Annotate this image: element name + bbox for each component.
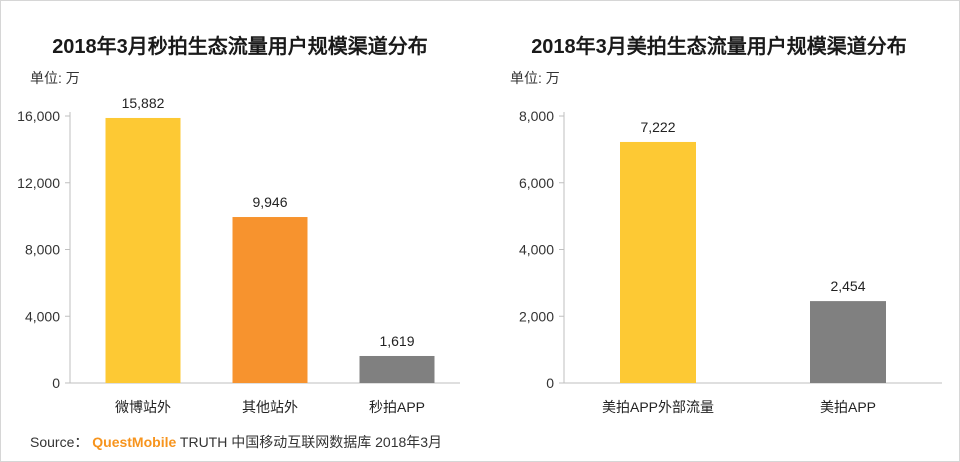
data-label: 1,619	[379, 333, 414, 349]
bar	[810, 301, 886, 383]
bar	[105, 117, 181, 384]
data-label: 15,882	[122, 95, 165, 111]
source-prefix: Source：	[30, 434, 89, 450]
unit-label: 单位: 万	[510, 70, 560, 86]
x-tick-label: 美拍APP	[820, 399, 876, 415]
source-note: Source： QuestMobile TRUTH 中国移动互联网数据库 201…	[30, 432, 442, 452]
bar-chart-meipai: 0 2,000 4,000 6,000 8,000 7,222 美拍APP外部流量 2,454…	[519, 108, 942, 415]
y-tick-label: 6,000	[519, 175, 554, 191]
y-tick-label: 0	[546, 375, 554, 391]
bar	[232, 217, 308, 383]
y-tick-label: 0	[52, 375, 60, 391]
x-tick-label: 美拍APP外部流量	[602, 399, 714, 415]
chart-title: 2018年3月秒拍生态流量用户规模渠道分布	[52, 36, 428, 58]
x-tick-label: 微博站外	[115, 399, 171, 415]
source-suffix: TRUTH 中国移动互联网数据库 2018年3月	[179, 434, 443, 450]
bar-chart-miaopai: 0 4,000 8,000 12,000 16,000 15,882 微博站外 9,946 其他…	[17, 95, 460, 415]
chart-title: 2018年3月美拍生态流量用户规模渠道分布	[531, 36, 907, 58]
x-tick-label: 秒拍APP	[369, 399, 425, 415]
data-label: 9,946	[252, 194, 287, 210]
y-tick-label: 8,000	[25, 242, 60, 258]
x-tick-label: 其他站外	[242, 399, 298, 415]
y-tick-label: 2,000	[519, 308, 554, 324]
bar	[359, 355, 435, 383]
data-label: 2,454	[830, 278, 865, 294]
chart-panel-miaopai: 2018年3月秒拍生态流量用户规模渠道分布 单位: 万 0 4,000 8,000 1…	[0, 0, 480, 430]
y-tick-label: 4,000	[519, 242, 554, 258]
chart-panel-meipai: 2018年3月美拍生态流量用户规模渠道分布 单位: 万 0 2,000 4,000 6…	[480, 0, 958, 430]
y-tick-label: 12,000	[17, 175, 60, 191]
data-label: 7,222	[640, 119, 675, 135]
y-tick-label: 4,000	[25, 308, 60, 324]
questmobile-brand: QuestMobile	[92, 434, 177, 450]
unit-label: 单位: 万	[30, 70, 80, 86]
y-tick-label: 16,000	[17, 108, 60, 124]
y-tick-label: 8,000	[519, 108, 554, 124]
bar	[620, 141, 696, 383]
